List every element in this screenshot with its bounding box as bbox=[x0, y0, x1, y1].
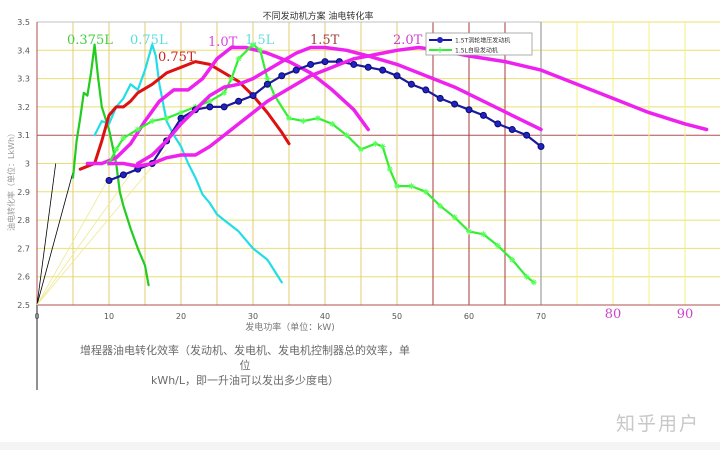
series-1.5t-magenta- bbox=[136, 45, 543, 166]
y-tick: 3 bbox=[25, 160, 30, 169]
series-label: 0.75T bbox=[158, 50, 196, 65]
chart-caption: 增程器油电转化效率（发动机、发电机、发电机控制器总的效率，单位 kWh/L，即一… bbox=[75, 343, 415, 388]
series-1.5t bbox=[105, 58, 545, 184]
series-label: 0.375L bbox=[67, 33, 113, 48]
series-label: 1.5T bbox=[310, 33, 340, 48]
guide-rays bbox=[36, 149, 167, 306]
legend: 1.5T涡轮增压发动机 1.5L自吸发动机 bbox=[425, 32, 533, 56]
x-tick: 10 bbox=[104, 312, 114, 321]
series-lines bbox=[71, 41, 709, 287]
series-label: 2.0T bbox=[393, 33, 423, 48]
legend-entry: 1.5T涡轮增压发动机 bbox=[455, 37, 510, 45]
y-tick: 3.4 bbox=[17, 46, 30, 55]
series-label: 0.75L bbox=[130, 33, 168, 48]
y-axis-label: 油电转化率（单位：LkWh） bbox=[6, 129, 16, 231]
series-2.0t bbox=[107, 45, 709, 169]
series-0.75l bbox=[93, 43, 283, 284]
legend-entry: 1.5L自吸发动机 bbox=[455, 47, 498, 55]
y-tick: 3.5 bbox=[17, 18, 30, 27]
x-tick-extra: 90 bbox=[677, 307, 694, 322]
series-0.375l bbox=[71, 43, 150, 287]
watermark: 知乎用户 bbox=[615, 413, 700, 435]
x-axis-label: 发电功率（单位：kW) bbox=[245, 321, 335, 333]
x-tick: 20 bbox=[176, 312, 186, 321]
chart-title: 不同发动机方案 油电转化率 bbox=[263, 10, 374, 22]
y-tick: 2.7 bbox=[17, 244, 30, 253]
x-tick: 40 bbox=[320, 312, 330, 321]
x-tick: 30 bbox=[248, 312, 258, 321]
caption-line-2: kWh/L，即一升油可以发出多少度电） bbox=[150, 374, 340, 387]
series-label: 1.0T bbox=[208, 35, 238, 50]
y-tick: 2.9 bbox=[17, 188, 30, 197]
series-1.5l bbox=[106, 41, 537, 286]
caption-line-1: 增程器油电转化效率（发动机、发电机、发电机控制器总的效率，单位 bbox=[80, 344, 410, 372]
y-tick: 2.5 bbox=[17, 301, 30, 310]
x-tick: 50 bbox=[392, 312, 402, 321]
x-tick: 60 bbox=[464, 312, 474, 321]
bottom-strip bbox=[0, 442, 720, 450]
plot-frame bbox=[36, 21, 720, 390]
y-tick: 3.1 bbox=[17, 131, 30, 140]
y-tick: 2.6 bbox=[17, 273, 30, 282]
y-tick: 3.2 bbox=[17, 103, 30, 112]
x-tick-extra: 80 bbox=[605, 307, 622, 322]
x-tick: 70 bbox=[536, 312, 546, 321]
y-tick: 3.3 bbox=[17, 75, 30, 84]
axis-ticks: 2.5 2.6 2.7 2.8 2.9 3 3.1 3.2 3.3 3.4 3.5 0 10 20 30 40… bbox=[17, 18, 693, 322]
series-label: 1.5L bbox=[245, 33, 275, 48]
series-labels: 0.375L 0.75L 0.75T 1.0T 1.5L 1.5T 2.0T bbox=[67, 33, 423, 65]
y-tick: 2.8 bbox=[17, 216, 30, 225]
x-tick: 0 bbox=[34, 312, 39, 321]
